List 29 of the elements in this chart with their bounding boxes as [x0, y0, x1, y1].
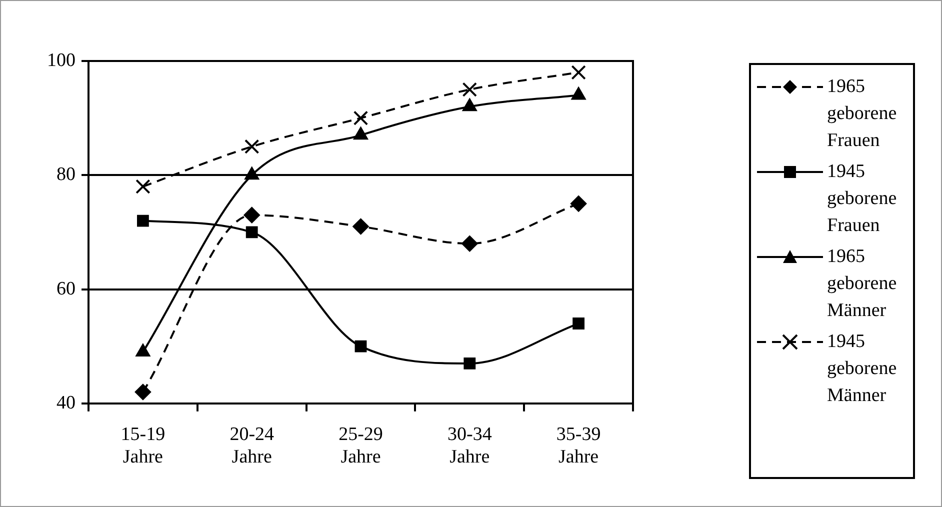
point — [246, 226, 258, 238]
point — [570, 196, 587, 212]
point — [571, 65, 586, 80]
x-tick-label: 35-39 Jahre — [556, 424, 601, 468]
point — [244, 207, 260, 224]
point — [464, 358, 476, 370]
legend-label: 1945 geborene Frauen — [827, 160, 897, 238]
point — [137, 214, 149, 227]
point — [134, 384, 151, 400]
y-tick-label: 60 — [56, 278, 76, 300]
point — [352, 218, 369, 234]
legend-label: 1945 geborene Männer — [827, 330, 897, 408]
x-tick-label: 15-19 Jahre — [120, 424, 166, 468]
point — [244, 139, 260, 154]
y-tick-label: 100 — [47, 50, 76, 71]
point — [572, 318, 584, 330]
legend-label: 1965 geborene Männer — [827, 245, 897, 323]
x-tick-label: 20-24 Jahre — [230, 424, 275, 468]
legend-label: 1965 geborene Frauen — [827, 75, 897, 153]
x-tick-label: 30-34 Jahre — [447, 424, 492, 468]
point — [462, 236, 478, 252]
point — [136, 344, 150, 357]
y-tick-label: 40 — [56, 392, 76, 414]
point — [462, 82, 478, 97]
x-tick-label: 25-29 Jahre — [338, 424, 383, 468]
point — [353, 110, 368, 126]
y-tick-label: 80 — [56, 164, 76, 186]
point — [136, 179, 150, 194]
point — [354, 340, 367, 352]
